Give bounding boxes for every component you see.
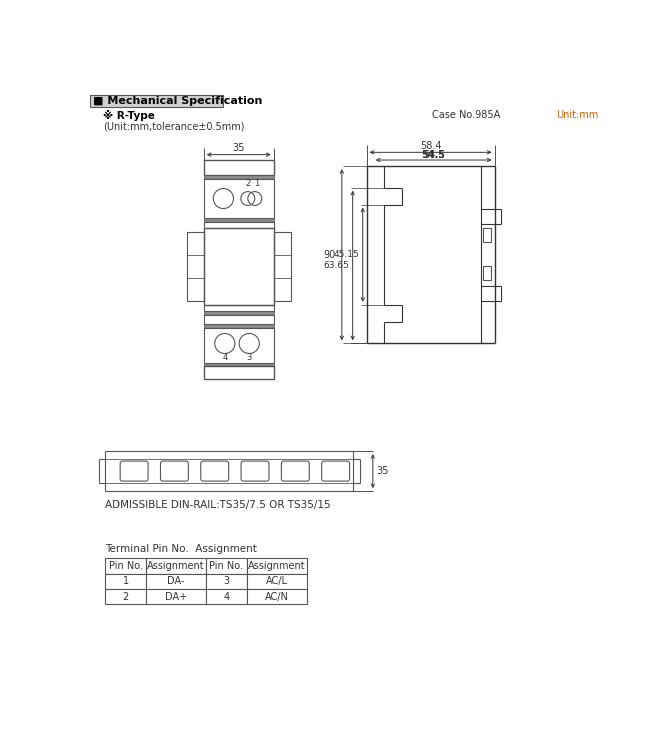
Bar (105, 574, 146, 589)
Text: Case No.985A: Case No.985A (433, 110, 500, 120)
Bar (483, 266, 490, 280)
Bar (206, 574, 247, 589)
Bar (146, 589, 206, 604)
Bar (204, 324, 273, 328)
Text: ADMISSIBLE DIN-RAIL:TS35/7.5 OR TS35/15: ADMISSIBLE DIN-RAIL:TS35/7.5 OR TS35/15 (105, 500, 331, 510)
Bar (187, 231, 204, 301)
FancyBboxPatch shape (161, 461, 188, 481)
Bar (206, 589, 247, 604)
Bar (90, 94, 223, 107)
Bar (204, 328, 273, 363)
Text: Assignment: Assignment (248, 561, 306, 571)
Bar (204, 367, 273, 379)
Bar (273, 231, 291, 301)
FancyBboxPatch shape (281, 461, 310, 481)
Text: 3: 3 (223, 576, 229, 586)
Text: 58.4: 58.4 (420, 141, 442, 151)
Text: 3: 3 (247, 352, 252, 361)
Text: AC/L: AC/L (266, 576, 287, 586)
Text: 54.5: 54.5 (421, 150, 446, 160)
Text: ■ Mechanical Specification: ■ Mechanical Specification (93, 96, 263, 106)
Text: 1: 1 (254, 179, 259, 188)
Bar (247, 574, 307, 589)
Text: DA+: DA+ (165, 592, 187, 602)
Text: 2: 2 (123, 592, 129, 602)
Text: Pin No.: Pin No. (209, 561, 243, 571)
Text: 4: 4 (222, 352, 227, 361)
Bar (204, 363, 273, 367)
Text: 2: 2 (245, 179, 251, 188)
FancyBboxPatch shape (120, 461, 148, 481)
Text: (Unit:mm,tolerance±0.5mm): (Unit:mm,tolerance±0.5mm) (103, 121, 245, 131)
Bar (204, 311, 273, 314)
Bar (204, 228, 273, 305)
Bar (204, 222, 273, 228)
Text: 1: 1 (123, 576, 129, 586)
Bar (247, 589, 307, 604)
Text: 63.65: 63.65 (324, 261, 350, 270)
Text: Assignment: Assignment (147, 561, 205, 571)
Bar (204, 175, 273, 179)
FancyBboxPatch shape (201, 461, 228, 481)
Bar (105, 558, 146, 574)
Text: 4: 4 (223, 592, 229, 602)
Bar (247, 558, 307, 574)
Text: ※ R-Type: ※ R-Type (103, 110, 155, 121)
FancyBboxPatch shape (241, 461, 269, 481)
Bar (483, 228, 490, 242)
Bar (204, 314, 273, 324)
Bar (204, 218, 273, 222)
Text: Unit:mm: Unit:mm (557, 110, 599, 120)
Text: 45.15: 45.15 (334, 250, 360, 259)
Bar (204, 160, 273, 175)
Bar (105, 589, 146, 604)
Bar (204, 179, 273, 218)
Text: AC/N: AC/N (265, 592, 289, 602)
Text: 54.5: 54.5 (423, 150, 444, 160)
Text: 90: 90 (324, 249, 336, 260)
Text: DA-: DA- (168, 576, 185, 586)
Text: 35: 35 (232, 144, 245, 153)
Bar (146, 558, 206, 574)
Text: 35: 35 (377, 466, 389, 476)
Bar (146, 574, 206, 589)
Text: Terminal Pin No.  Assignment: Terminal Pin No. Assignment (105, 544, 257, 554)
Bar (204, 305, 273, 311)
Bar (206, 558, 247, 574)
Text: Pin No.: Pin No. (109, 561, 143, 571)
Bar (105, 451, 354, 491)
FancyBboxPatch shape (322, 461, 350, 481)
